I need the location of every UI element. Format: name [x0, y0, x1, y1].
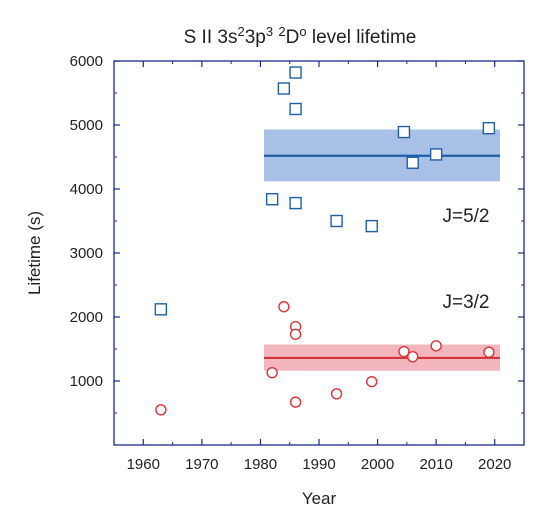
chart-title: S II 3s23p3 2Do level lifetime [184, 24, 417, 49]
title-superscript: 3 [266, 24, 273, 39]
y-tick-label: 5000 [70, 117, 103, 134]
mean-lines [263, 154, 500, 360]
j-5-2-series-label: J=5/2 [442, 206, 489, 227]
title-superscript: o [299, 24, 306, 39]
j-3-2-data-point [430, 340, 442, 352]
j-3-2-data-point [407, 350, 419, 363]
j-5-2-data-point [277, 82, 291, 95]
j-5-2-data-point [154, 303, 168, 316]
x-tick-label: 2020 [478, 456, 511, 473]
title-text-part: D [286, 27, 300, 48]
y-axis-title: Lifetime (s) [25, 211, 44, 295]
y-tick-label: 3000 [70, 245, 103, 262]
data-markers [154, 66, 496, 416]
x-tick-label: 1980 [244, 456, 277, 473]
j-5-2-data-point [289, 66, 302, 79]
title-text-part: 3p [245, 27, 266, 48]
j-5-2-data-point [330, 214, 343, 228]
title-superscript: 2 [237, 24, 244, 39]
x-tick-label: 1990 [302, 456, 335, 473]
title-text-part: level lifetime [307, 27, 417, 48]
j-5-2-data-point [429, 148, 443, 161]
j-3-2-data-point [266, 366, 278, 379]
y-tick-label: 2000 [70, 309, 103, 326]
title-superscript: 2 [278, 24, 285, 39]
series-labels: J=5/2 J=3/2 [442, 206, 489, 313]
j-5-2-data-point [406, 156, 419, 169]
x-axis-title: Year [302, 489, 337, 508]
j-3-2-data-point [330, 388, 343, 400]
j-5-2-data-point [265, 193, 279, 206]
plot-frame [113, 60, 525, 446]
j-5-2-data-point [289, 196, 302, 210]
j-3-2-data-point [483, 346, 495, 358]
y-tick-label: 6000 [70, 53, 103, 70]
j-5-2-data-point [397, 125, 411, 139]
j-3-2-data-point [155, 404, 167, 416]
x-tick-label: 1970 [185, 456, 218, 473]
x-tick-label: 2010 [419, 456, 452, 473]
x-tick-label: 1960 [127, 456, 160, 473]
j-3-2-data-point [398, 345, 410, 358]
j-3-2-data-point [366, 375, 378, 388]
y-tick-label: 4000 [70, 181, 103, 198]
title-text-part: S II 3s [184, 27, 238, 48]
j-5-2-data-point [289, 102, 302, 116]
j-3-2-data-point [289, 328, 302, 340]
j-3-2-data-point [289, 396, 302, 408]
x-tick-label: 2000 [361, 456, 394, 473]
y-tick-label: 1000 [70, 373, 103, 390]
j-5-2-data-point [482, 121, 496, 135]
j-3-2-data-point [278, 301, 290, 313]
axis-ticks: 1960 1970 1980 1990 2000 2010 2020 1000 2000 3000… [70, 53, 525, 473]
j-3-2-series-label: J=3/2 [442, 292, 489, 313]
j-5-2-data-point [365, 219, 378, 233]
